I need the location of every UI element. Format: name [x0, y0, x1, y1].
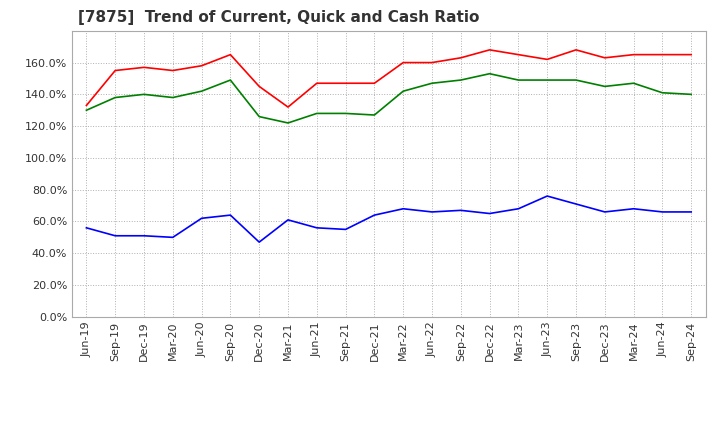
Quick Ratio: [600, 84, 609, 89]
Current Ratio: [485, 47, 494, 52]
Current Ratio: [284, 104, 292, 110]
Cash Ratio: [312, 225, 321, 231]
Current Ratio: [629, 52, 638, 57]
Quick Ratio: [572, 77, 580, 83]
Current Ratio: [197, 63, 206, 68]
Text: [7875]  Trend of Current, Quick and Cash Ratio: [7875] Trend of Current, Quick and Cash …: [78, 11, 480, 26]
Cash Ratio: [82, 225, 91, 231]
Current Ratio: [514, 52, 523, 57]
Quick Ratio: [485, 71, 494, 76]
Cash Ratio: [485, 211, 494, 216]
Quick Ratio: [197, 88, 206, 94]
Cash Ratio: [284, 217, 292, 223]
Cash Ratio: [399, 206, 408, 211]
Current Ratio: [600, 55, 609, 60]
Cash Ratio: [428, 209, 436, 215]
Quick Ratio: [428, 81, 436, 86]
Quick Ratio: [399, 88, 408, 94]
Line: Current Ratio: Current Ratio: [86, 50, 691, 107]
Cash Ratio: [543, 194, 552, 199]
Current Ratio: [226, 52, 235, 57]
Quick Ratio: [370, 112, 379, 117]
Cash Ratio: [140, 233, 148, 238]
Current Ratio: [687, 52, 696, 57]
Cash Ratio: [600, 209, 609, 215]
Current Ratio: [456, 55, 465, 60]
Cash Ratio: [111, 233, 120, 238]
Quick Ratio: [312, 111, 321, 116]
Quick Ratio: [341, 111, 350, 116]
Current Ratio: [312, 81, 321, 86]
Line: Cash Ratio: Cash Ratio: [86, 196, 691, 242]
Cash Ratio: [197, 216, 206, 221]
Cash Ratio: [255, 239, 264, 245]
Quick Ratio: [514, 77, 523, 83]
Cash Ratio: [572, 202, 580, 207]
Quick Ratio: [255, 114, 264, 119]
Cash Ratio: [341, 227, 350, 232]
Quick Ratio: [456, 77, 465, 83]
Current Ratio: [399, 60, 408, 65]
Quick Ratio: [284, 120, 292, 125]
Current Ratio: [428, 60, 436, 65]
Current Ratio: [658, 52, 667, 57]
Quick Ratio: [82, 108, 91, 113]
Quick Ratio: [658, 90, 667, 95]
Cash Ratio: [514, 206, 523, 211]
Current Ratio: [168, 68, 177, 73]
Current Ratio: [543, 57, 552, 62]
Line: Quick Ratio: Quick Ratio: [86, 73, 691, 123]
Quick Ratio: [543, 77, 552, 83]
Current Ratio: [341, 81, 350, 86]
Cash Ratio: [456, 208, 465, 213]
Quick Ratio: [111, 95, 120, 100]
Quick Ratio: [226, 77, 235, 83]
Current Ratio: [140, 65, 148, 70]
Cash Ratio: [168, 235, 177, 240]
Cash Ratio: [629, 206, 638, 211]
Cash Ratio: [370, 213, 379, 218]
Cash Ratio: [687, 209, 696, 215]
Current Ratio: [370, 81, 379, 86]
Cash Ratio: [226, 213, 235, 218]
Quick Ratio: [629, 81, 638, 86]
Current Ratio: [111, 68, 120, 73]
Current Ratio: [572, 47, 580, 52]
Cash Ratio: [658, 209, 667, 215]
Quick Ratio: [687, 92, 696, 97]
Quick Ratio: [168, 95, 177, 100]
Current Ratio: [255, 84, 264, 89]
Current Ratio: [82, 103, 91, 108]
Quick Ratio: [140, 92, 148, 97]
